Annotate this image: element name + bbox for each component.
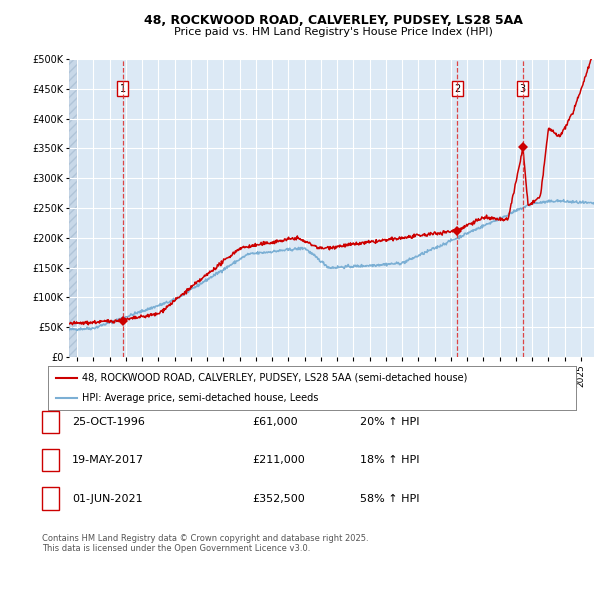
Text: £211,000: £211,000 bbox=[252, 455, 305, 465]
Text: HPI: Average price, semi-detached house, Leeds: HPI: Average price, semi-detached house,… bbox=[82, 393, 319, 403]
Text: 1: 1 bbox=[47, 417, 54, 427]
Text: 19-MAY-2017: 19-MAY-2017 bbox=[72, 455, 144, 465]
Text: Contains HM Land Registry data © Crown copyright and database right 2025.
This d: Contains HM Land Registry data © Crown c… bbox=[42, 534, 368, 553]
Text: 18% ↑ HPI: 18% ↑ HPI bbox=[360, 455, 419, 465]
Text: 1: 1 bbox=[120, 84, 126, 94]
Text: 48, ROCKWOOD ROAD, CALVERLEY, PUDSEY, LS28 5AA (semi-detached house): 48, ROCKWOOD ROAD, CALVERLEY, PUDSEY, LS… bbox=[82, 373, 467, 383]
Text: £352,500: £352,500 bbox=[252, 494, 305, 503]
Text: £61,000: £61,000 bbox=[252, 417, 298, 427]
Text: 58% ↑ HPI: 58% ↑ HPI bbox=[360, 494, 419, 503]
Text: Price paid vs. HM Land Registry's House Price Index (HPI): Price paid vs. HM Land Registry's House … bbox=[173, 28, 493, 37]
Text: 01-JUN-2021: 01-JUN-2021 bbox=[72, 494, 143, 503]
Text: 48, ROCKWOOD ROAD, CALVERLEY, PUDSEY, LS28 5AA: 48, ROCKWOOD ROAD, CALVERLEY, PUDSEY, LS… bbox=[143, 14, 523, 27]
Text: 20% ↑ HPI: 20% ↑ HPI bbox=[360, 417, 419, 427]
Bar bbox=[69, 59, 77, 357]
Text: 2: 2 bbox=[454, 84, 460, 94]
Text: 3: 3 bbox=[47, 494, 54, 503]
Text: 2: 2 bbox=[47, 455, 54, 465]
Text: 25-OCT-1996: 25-OCT-1996 bbox=[72, 417, 145, 427]
Text: 3: 3 bbox=[520, 84, 526, 94]
